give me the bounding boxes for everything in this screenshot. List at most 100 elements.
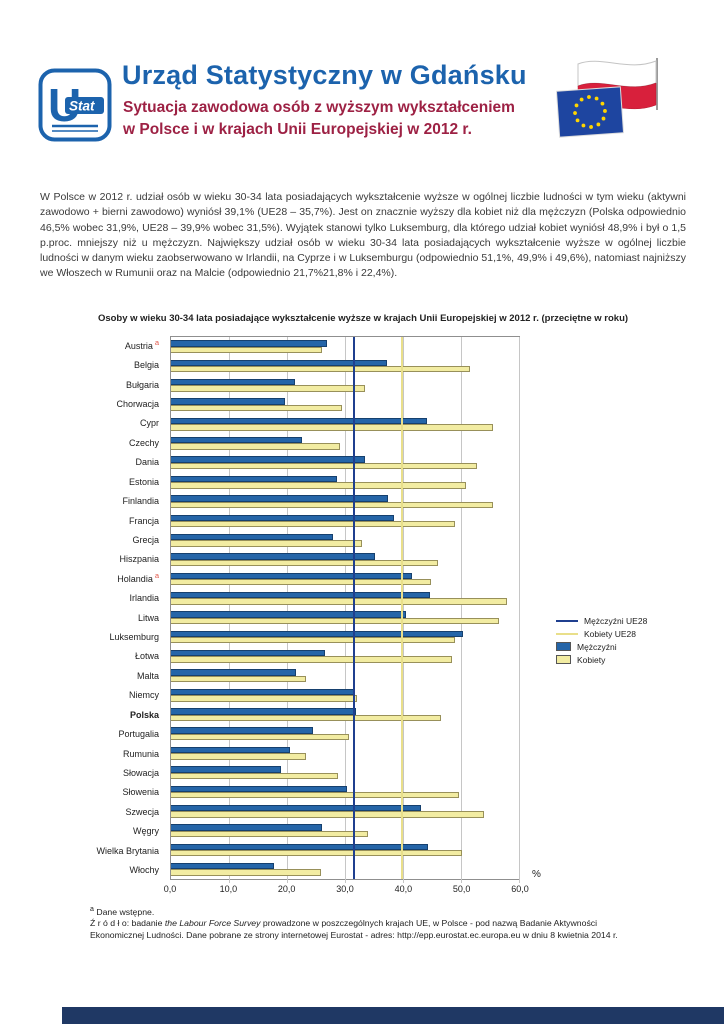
report-subtitle-line1: Sytuacja zawodowa osób z wyższym wykszta…	[123, 99, 515, 116]
footnote-marker: a	[90, 906, 94, 913]
bar-women	[171, 753, 306, 760]
category-label-text: Litwa	[137, 612, 159, 623]
category-label-text: Słowenia	[122, 787, 159, 798]
category-label: Finlandia	[0, 491, 165, 510]
gridline	[345, 337, 346, 883]
bar-men	[171, 340, 328, 347]
bar-men	[171, 553, 376, 560]
category-label: Czechy	[0, 433, 165, 452]
category-label-text: Francja	[128, 515, 159, 526]
category-label-text: Finlandia	[122, 496, 159, 507]
category-label-text: Hiszpania	[119, 554, 159, 565]
bar-men	[171, 437, 303, 444]
x-tick-label: 60,0	[511, 884, 529, 894]
legend-swatch-line	[556, 619, 578, 622]
chart-row	[171, 395, 519, 414]
bar-women	[171, 617, 500, 625]
category-label: Dania	[0, 453, 165, 472]
bar-men	[171, 514, 394, 521]
gridline	[461, 337, 462, 883]
category-label-text: Wielka Brytania	[96, 845, 159, 856]
category-label-text: Słowacja	[122, 767, 159, 778]
category-label-text: Czechy	[128, 437, 159, 448]
legend-label: Kobiety UE28	[584, 628, 636, 639]
gridlines	[171, 337, 520, 883]
category-label: Łotwa	[0, 647, 165, 666]
category-label-text: Holandia	[117, 573, 153, 584]
category-label: Węgry	[0, 822, 165, 841]
bar-men	[171, 746, 291, 754]
category-label-text: Bułgaria	[125, 379, 159, 390]
chart-row	[171, 414, 519, 433]
gridline	[403, 337, 404, 883]
category-label: Luksemburg	[0, 627, 165, 646]
x-tick-label: 0,0	[163, 884, 177, 894]
category-label: Bułgaria	[0, 375, 165, 394]
chart-row	[171, 802, 519, 821]
category-label: Grecja	[0, 530, 165, 549]
bar-women	[171, 772, 339, 779]
category-label: Cypr	[0, 414, 165, 433]
category-label-text: Niemcy	[128, 690, 159, 701]
bar-women	[171, 850, 462, 857]
bar-men	[171, 475, 337, 483]
bar-men	[171, 533, 334, 541]
category-label: Estonia	[0, 472, 165, 491]
footnotes: a Dane wstępne. Ź r ó d ł o: badanie the…	[90, 904, 652, 941]
category-label: Polska	[0, 705, 165, 724]
legend-label: Mężczyźni UE28	[584, 615, 648, 626]
legend-label: Kobiety	[577, 654, 606, 665]
chart-row	[171, 511, 519, 530]
bar-women	[171, 869, 321, 876]
category-label: Chorwacja	[0, 394, 165, 413]
bar-women	[171, 540, 362, 547]
legend-item: Mężczyźni	[556, 641, 647, 652]
chart-row	[171, 627, 519, 646]
gridline	[287, 337, 288, 883]
chart-row	[171, 492, 519, 511]
chart-row	[171, 376, 519, 395]
gridline	[519, 337, 520, 883]
category-label: Francja	[0, 511, 165, 530]
source-note: Ź r ó d ł o: badanie the Labour Force Su…	[90, 918, 652, 941]
bar-women	[171, 830, 369, 838]
bar-men	[171, 591, 430, 599]
ref-line-men-ue28	[352, 337, 355, 879]
category-label-text: Portugalia	[118, 729, 159, 740]
bar-women	[171, 637, 455, 644]
x-tick-label: 40,0	[394, 884, 413, 894]
bar-men	[171, 495, 388, 502]
bar-men	[171, 843, 428, 851]
bar-men	[171, 417, 427, 425]
bar-women	[171, 675, 307, 683]
legend: Mężczyźni UE28 Kobiety UE28 Mężczyźni Kobie…	[556, 615, 648, 665]
footnote-a: a Dane wstępne.	[90, 904, 652, 918]
category-label-text: Cypr	[139, 418, 159, 429]
legend-label: Mężczyźni	[577, 641, 617, 652]
category-label-text: Belgia	[133, 360, 159, 371]
category-label: Litwa	[0, 608, 165, 627]
category-label-text: Malta	[136, 670, 159, 681]
chart-row	[171, 821, 519, 840]
category-label-text: Szwecja	[125, 806, 159, 817]
legend-swatch-box	[556, 655, 571, 664]
bar-men	[171, 766, 281, 773]
bar-women	[171, 714, 441, 721]
chart-row	[171, 782, 519, 801]
chart-row	[171, 473, 519, 492]
category-label-text: Węgry	[132, 826, 159, 837]
category-label: Irlandia	[0, 588, 165, 607]
legend-swatch-line	[556, 632, 578, 635]
category-label-text: Chorwacja	[116, 398, 159, 409]
x-tick-label: 50,0	[452, 884, 471, 894]
source-suffix: prowadzone w poszczególnych krajach UE, …	[90, 918, 618, 940]
eu-flag	[555, 86, 625, 138]
bar-women	[171, 462, 478, 470]
x-tick-label: 20,0	[277, 884, 296, 894]
legend-item: Mężczyźni UE28	[556, 615, 648, 626]
chart-row	[171, 569, 519, 588]
x-tick-label: 10,0	[219, 884, 238, 894]
bar-men	[171, 650, 326, 657]
bar-men	[171, 398, 285, 405]
eu-stars	[573, 95, 607, 129]
